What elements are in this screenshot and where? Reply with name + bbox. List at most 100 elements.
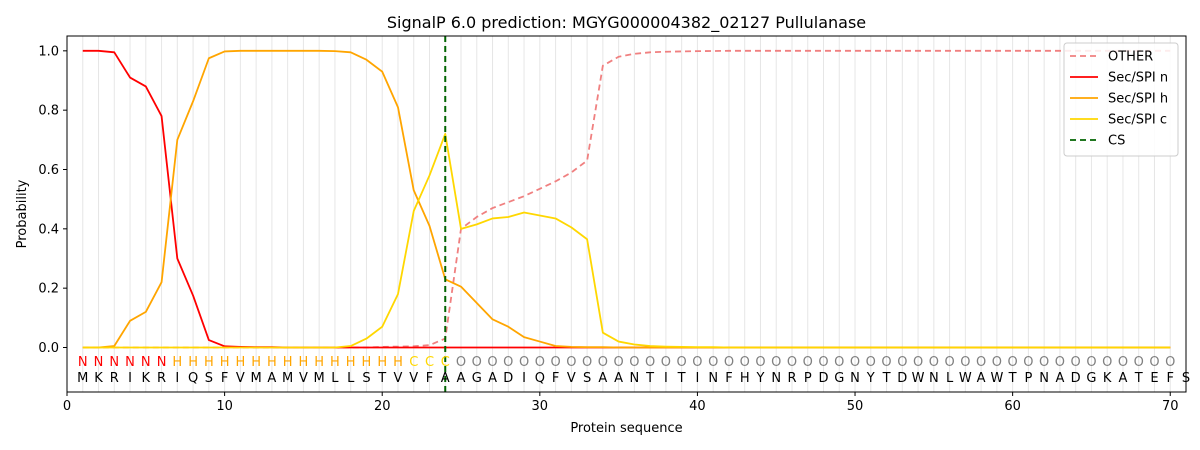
residue-label: N xyxy=(929,371,939,386)
x-tick-label: 40 xyxy=(689,399,706,414)
residue-label: L xyxy=(331,371,339,386)
legend-label: Sec/SPI h xyxy=(1108,92,1168,107)
region-label: O xyxy=(1118,355,1128,370)
y-tick-label: 0.2 xyxy=(38,282,59,297)
residue-label: N xyxy=(850,371,860,386)
residue-label: V xyxy=(409,371,418,386)
residue-label: Q xyxy=(535,371,545,386)
residue-label: W xyxy=(912,371,925,386)
region-label: O xyxy=(472,355,482,370)
region-label: N xyxy=(141,355,151,370)
region-label: O xyxy=(629,355,639,370)
residue-label: T xyxy=(1134,371,1143,386)
y-axis-label: Probability xyxy=(15,179,30,248)
region-label: O xyxy=(550,355,560,370)
residue-label: H xyxy=(740,371,750,386)
region-label: H xyxy=(204,355,214,370)
legend-label: Sec/SPI n xyxy=(1108,71,1168,86)
residue-label: T xyxy=(377,371,386,386)
region-label: H xyxy=(172,355,182,370)
residue-label: V xyxy=(567,371,576,386)
region-label: O xyxy=(1008,355,1018,370)
y-tick-label: 0.0 xyxy=(38,341,59,356)
region-label: O xyxy=(1086,355,1096,370)
region-label: O xyxy=(944,355,954,370)
region-label: O xyxy=(1023,355,1033,370)
residue-label: E xyxy=(1150,371,1158,386)
region-label: O xyxy=(740,355,750,370)
series-layer xyxy=(82,36,1171,392)
region-label: O xyxy=(614,355,624,370)
y-tick-label: 0.8 xyxy=(38,104,59,119)
residue-label: A xyxy=(267,371,276,386)
x-tick-label: 10 xyxy=(216,399,233,414)
residue-label: V xyxy=(236,371,245,386)
residue-label: W xyxy=(959,371,972,386)
x-tick-label: 30 xyxy=(532,399,549,414)
region-label: O xyxy=(913,355,923,370)
legend-label: Sec/SPI c xyxy=(1108,113,1167,128)
residue-label: F xyxy=(221,371,228,386)
residue-label: Q xyxy=(188,371,198,386)
region-label: H xyxy=(346,355,356,370)
residue-label: L xyxy=(347,371,355,386)
y-tick-label: 0.6 xyxy=(38,163,59,178)
region-label: N xyxy=(94,355,104,370)
residue-label: K xyxy=(1103,371,1112,386)
residue-label: R xyxy=(110,371,119,386)
residue-label: T xyxy=(645,371,654,386)
region-label: O xyxy=(535,355,545,370)
residue-label: W xyxy=(990,371,1003,386)
region-label: H xyxy=(330,355,340,370)
residue-label: A xyxy=(1055,371,1064,386)
region-label: O xyxy=(598,355,608,370)
legend-label: CS xyxy=(1108,134,1125,149)
residue-label: I xyxy=(696,371,700,386)
series-line-sec-spi-c xyxy=(82,132,1171,349)
residue-label: S xyxy=(362,371,370,386)
region-label: H xyxy=(235,355,245,370)
region-label: O xyxy=(677,355,687,370)
residue-label: R xyxy=(157,371,166,386)
x-tick-label: 50 xyxy=(847,399,864,414)
region-label: O xyxy=(992,355,1002,370)
region-label: O xyxy=(566,355,576,370)
residue-label: Y xyxy=(755,371,764,386)
region-label: H xyxy=(299,355,309,370)
residue-label: M xyxy=(77,371,88,386)
residue-label: G xyxy=(1086,371,1096,386)
region-label: O xyxy=(1039,355,1049,370)
region-label: O xyxy=(803,355,813,370)
residue-label: Y xyxy=(866,371,875,386)
residue-label: A xyxy=(598,371,607,386)
region-label: O xyxy=(881,355,891,370)
residue-label: A xyxy=(1119,371,1128,386)
residue-label: V xyxy=(394,371,403,386)
grid-lines xyxy=(82,36,1187,392)
region-label: O xyxy=(755,355,765,370)
region-label: O xyxy=(456,355,466,370)
x-tick-label: 70 xyxy=(1162,399,1179,414)
x-axis-label: Protein sequence xyxy=(570,421,682,436)
residue-label: D xyxy=(818,371,828,386)
region-label: H xyxy=(283,355,293,370)
residue-label: M xyxy=(314,371,325,386)
region-label: H xyxy=(251,355,261,370)
region-label: O xyxy=(487,355,497,370)
sequence-layer: NMNKNRNINKNRHIHQHSHFHVHMHAHMHVHMHLHLHSHT… xyxy=(77,355,1190,386)
residue-label: P xyxy=(804,371,812,386)
region-label: O xyxy=(960,355,970,370)
region-label: O xyxy=(1165,355,1175,370)
residue-label: F xyxy=(1166,371,1173,386)
y-tick-label: 0.4 xyxy=(38,222,59,237)
residue-label: M xyxy=(251,371,262,386)
region-label: H xyxy=(267,355,277,370)
region-label: H xyxy=(377,355,387,370)
x-tick-label: 0 xyxy=(63,399,71,414)
region-label: O xyxy=(708,355,718,370)
axes-frame xyxy=(66,35,1187,393)
residue-label: T xyxy=(1008,371,1017,386)
region-label: C xyxy=(409,355,418,370)
